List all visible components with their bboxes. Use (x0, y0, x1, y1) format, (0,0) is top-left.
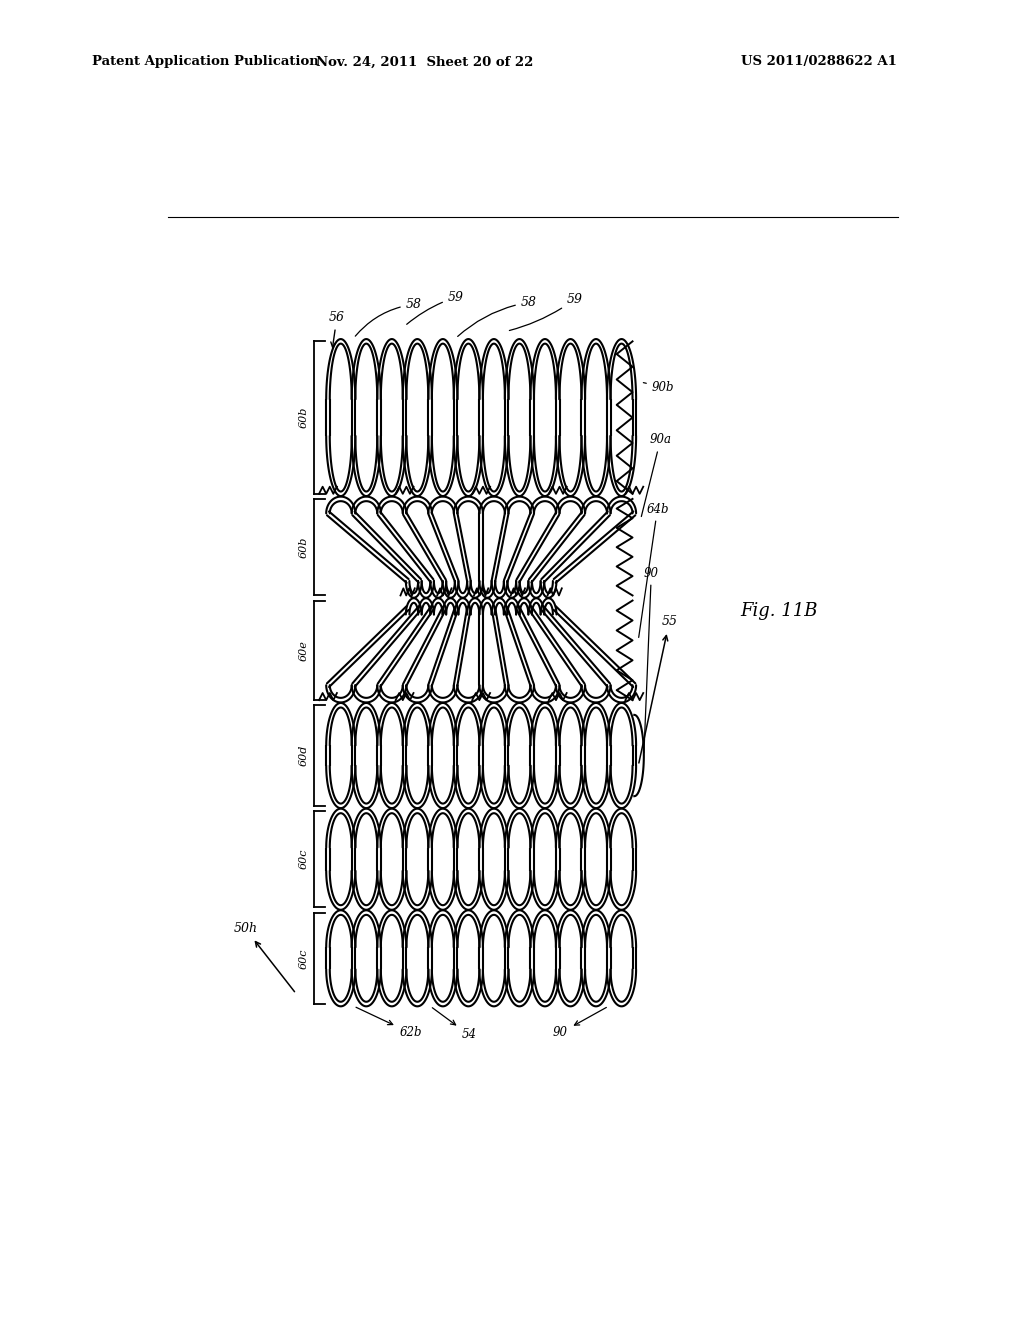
Text: 60c: 60c (299, 948, 309, 969)
Text: 60d: 60d (299, 744, 309, 766)
Text: 59: 59 (407, 290, 464, 325)
Text: 90: 90 (553, 1007, 606, 1039)
Text: 56: 56 (329, 312, 345, 347)
Text: 60c: 60c (299, 849, 309, 870)
Text: Patent Application Publication: Patent Application Publication (92, 55, 318, 69)
Text: 62b: 62b (356, 1007, 422, 1039)
Text: 60b: 60b (299, 407, 309, 428)
Text: 64b: 64b (639, 503, 669, 638)
Text: 50h: 50h (233, 923, 295, 991)
Text: 90a: 90a (641, 433, 672, 516)
Text: US 2011/0288622 A1: US 2011/0288622 A1 (741, 55, 897, 69)
Text: 59: 59 (509, 293, 583, 330)
Text: 60b: 60b (299, 536, 309, 558)
Text: Fig. 11B: Fig. 11B (740, 602, 817, 619)
Text: 60e: 60e (299, 640, 309, 661)
Text: 90: 90 (644, 566, 658, 752)
Text: 58: 58 (458, 296, 537, 337)
Text: 90b: 90b (643, 380, 674, 393)
Text: 54: 54 (432, 1007, 477, 1041)
Text: 55: 55 (639, 615, 677, 763)
Text: 58: 58 (355, 298, 422, 337)
Text: Nov. 24, 2011  Sheet 20 of 22: Nov. 24, 2011 Sheet 20 of 22 (316, 55, 534, 69)
